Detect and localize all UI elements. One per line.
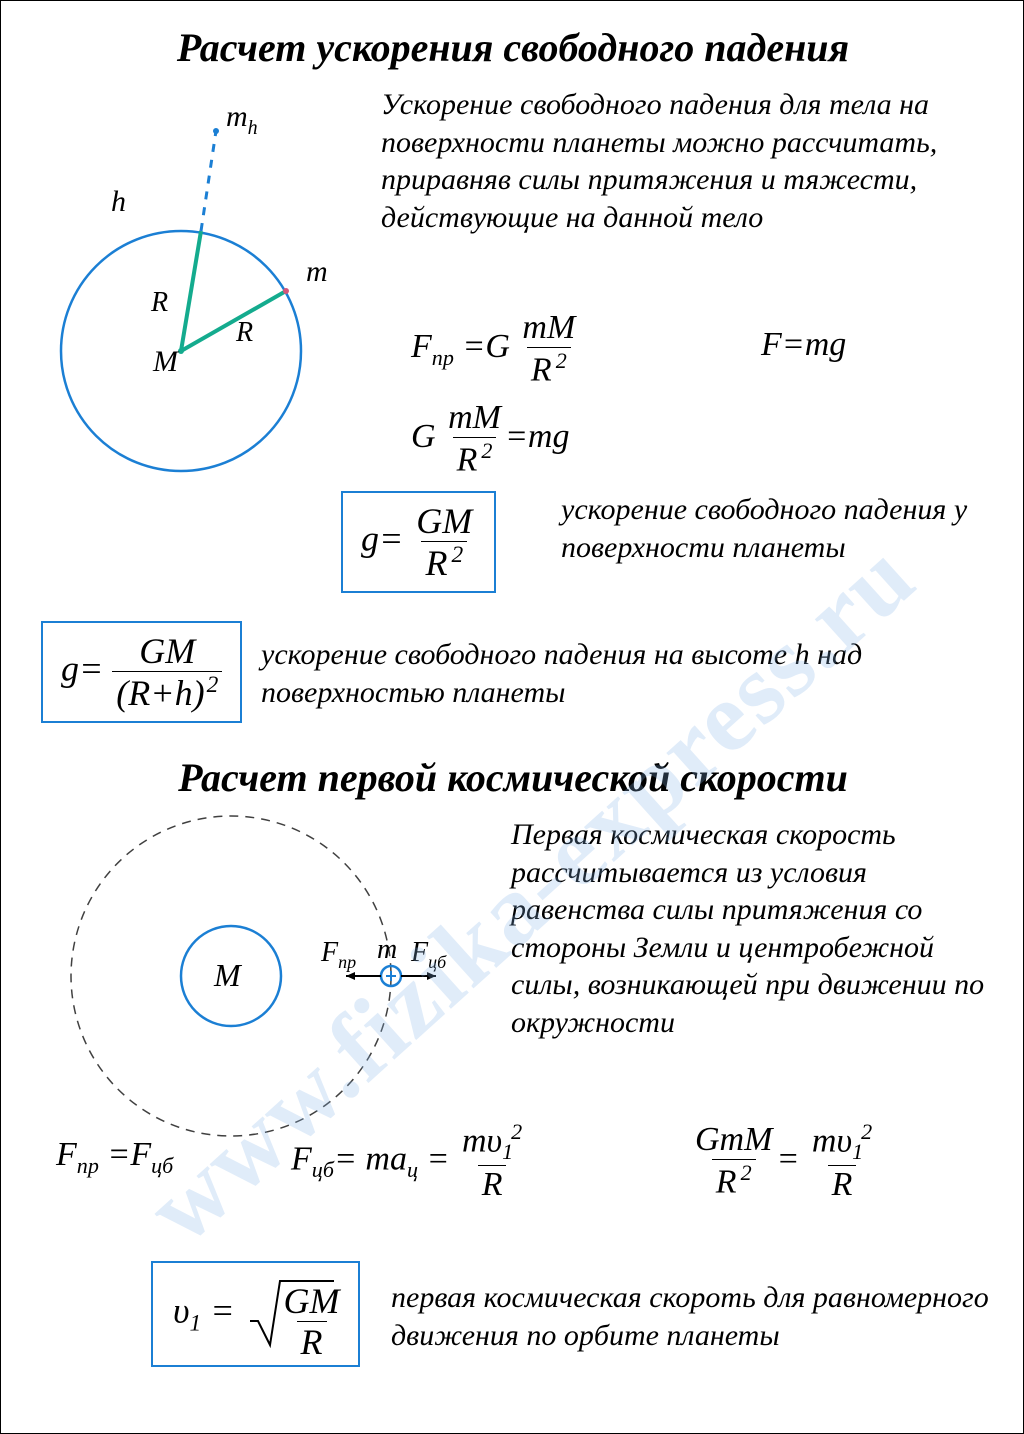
svg-text:Fцб: Fцб xyxy=(410,937,447,972)
diagram-orbit: M Fnp m Fцб xyxy=(61,806,481,1146)
formula-g-surface-box: g= GM R2 xyxy=(341,491,496,593)
svg-text:mh: mh xyxy=(226,100,258,139)
formula-g-height-box: g= GM (R+h)2 xyxy=(41,621,242,723)
svg-text:M: M xyxy=(152,345,180,378)
svg-text:R: R xyxy=(150,287,168,318)
note-v1: первая космическая скороть для равномерн… xyxy=(391,1279,1001,1354)
svg-text:R: R xyxy=(235,317,253,348)
svg-text:m: m xyxy=(377,934,397,965)
intro-cosmic: Первая космическая скорость рассчитывает… xyxy=(511,816,1001,1041)
formula-fmg: F=mg xyxy=(761,326,846,364)
intro-freefall: Ускорение свободного падения для тела на… xyxy=(381,86,981,236)
title-cosmic-velocity: Расчет первой космической скорости xyxy=(51,756,975,800)
svg-text:Fnp: Fnp xyxy=(320,937,356,972)
svg-text:m: m xyxy=(306,255,328,288)
formula-gmm-mg: G mM R2 =mg xyxy=(411,401,569,477)
note-g-height: ускорение свободного падения на высоте h… xyxy=(261,636,981,711)
svg-text:h: h xyxy=(111,185,126,218)
diagram-planet-radius: mh h m R R M xyxy=(21,71,361,491)
formula-gmm-mv2: GmM R2 = mυ12 R xyxy=(691,1121,876,1202)
formula-v1-box: υ1 = GM R xyxy=(151,1261,360,1367)
svg-text:M: M xyxy=(213,957,243,993)
formula-fcb-expand: Fцб= maц = mυ12 R xyxy=(291,1121,526,1202)
formula-fnp: Fnp =G mM R2 xyxy=(411,311,579,387)
formula-fnp-fcb: Fnp =Fцб xyxy=(56,1136,173,1179)
title-freefall: Расчет ускорения свободного падения xyxy=(51,26,975,70)
note-g-surface: ускорение свободного падения у поверхнос… xyxy=(561,491,981,566)
